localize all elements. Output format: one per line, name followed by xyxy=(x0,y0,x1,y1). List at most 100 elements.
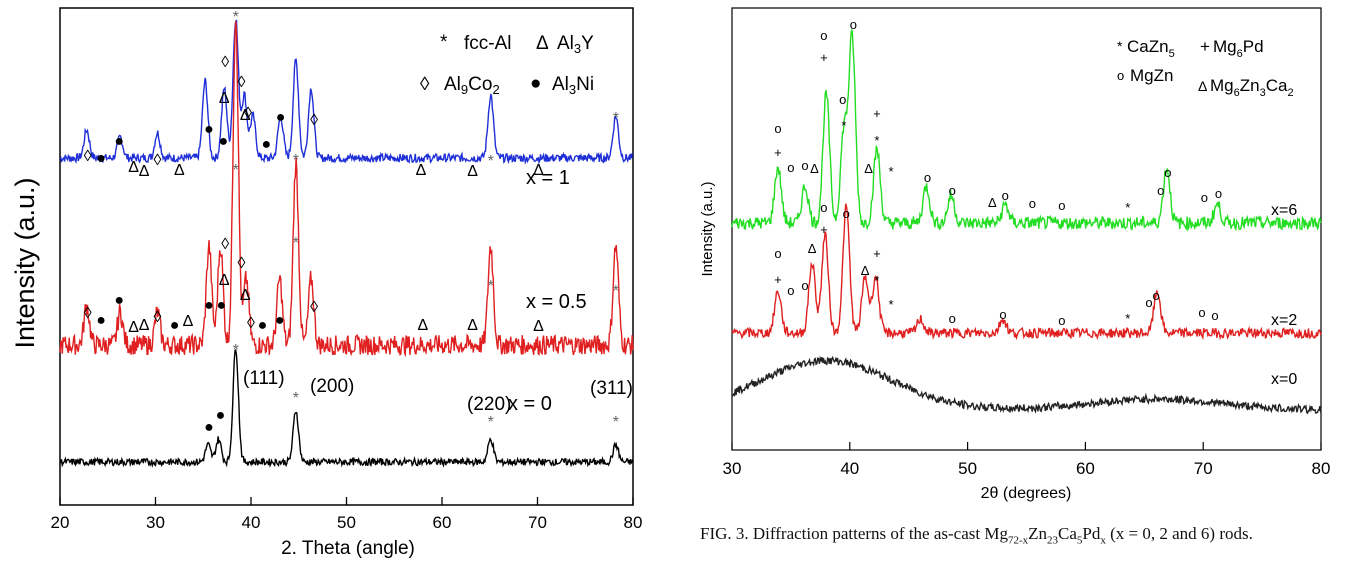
left-phase-markers: ** **◊◊ΔΔ ◊◊ ●●Δ Δ◊Δ●●◊●●Δ Δ Δ*** *◊◊ΔΔ◊◊ ●●Δ Δ ◊ ●… xyxy=(84,9,619,436)
right-phase-marker: o xyxy=(1145,295,1152,310)
right-series-line xyxy=(731,203,1322,341)
right-x-ticks: 30 40 50 60 70 80 xyxy=(723,442,1330,478)
right-x-tick-label: 60 xyxy=(1076,459,1095,478)
right-label-x0: x=0 xyxy=(1271,371,1297,388)
right-phase-marker: o xyxy=(1002,188,1009,203)
legend-marker-mgzn: o xyxy=(1117,68,1124,83)
left-phase-marker: ● xyxy=(276,109,286,126)
right-phase-marker: + xyxy=(774,145,782,160)
left-phase-marker: ◊ xyxy=(221,54,229,71)
right-phase-marker: + xyxy=(820,50,828,65)
right-phase-marker: Δ xyxy=(861,263,870,278)
right-phase-marker: Δ xyxy=(810,161,819,176)
legend-label-mg6pd: Mg6Pd xyxy=(1213,37,1264,60)
annotation-311: (311) xyxy=(590,378,633,399)
right-series-line xyxy=(731,29,1322,232)
left-phase-marker: Δ xyxy=(533,318,544,335)
right-x-tick-label: 30 xyxy=(723,459,742,478)
right-plot-frame xyxy=(731,7,1322,451)
left-label-x0: x = 0 xyxy=(508,393,552,415)
left-phase-marker: ● xyxy=(261,136,271,153)
left-plot-frame xyxy=(59,7,634,506)
left-phase-marker: * xyxy=(233,9,239,26)
right-phase-marker: Δ xyxy=(808,241,817,256)
legend-marker-al3y: Δ xyxy=(536,33,549,54)
left-phase-marker: Δ xyxy=(183,313,194,330)
left-legend: * fcc-Al Δ Al3Y ◊ Al9Co2 ● Al3Ni xyxy=(420,32,594,97)
right-phase-marker: Δ xyxy=(988,195,997,210)
right-phase-marker: o xyxy=(850,17,857,32)
right-legend: * CaZn5 + Mg6Pd o MgZn Δ Mg6Zn3Ca2 xyxy=(1117,37,1294,99)
left-phase-marker: ● xyxy=(96,312,106,329)
right-phase-marker: * xyxy=(1125,311,1130,326)
right-phase-marker: * xyxy=(1125,200,1130,215)
legend-label-mg6zn3ca2: Mg6Zn3Ca2 xyxy=(1210,76,1294,99)
left-phase-marker: * xyxy=(613,414,619,431)
right-x-tick-label: 50 xyxy=(958,459,977,478)
legend-marker-mg6pd: + xyxy=(1200,37,1210,56)
left-x-tick-label: 80 xyxy=(624,513,643,532)
left-phase-marker: Δ xyxy=(418,317,429,334)
left-phase-marker: Δ xyxy=(240,107,251,124)
left-phase-marker: ● xyxy=(96,150,106,167)
right-phase-marker: o xyxy=(787,160,794,175)
legend-marker-fcc-al: * xyxy=(440,32,448,53)
right-phase-marker: o xyxy=(774,121,781,136)
legend-marker-al9co2: ◊ xyxy=(420,74,430,95)
left-phase-marker: ◊ xyxy=(84,148,92,165)
right-phase-marker: + xyxy=(774,272,782,287)
left-phase-marker: ◊ xyxy=(153,152,161,169)
left-phase-marker: ◊ xyxy=(244,105,252,122)
left-label-x1: x = 1 xyxy=(526,167,570,189)
right-phase-marker: * xyxy=(888,297,893,312)
right-phase-marker: + xyxy=(873,246,881,261)
right-phase-marker: o xyxy=(1157,183,1164,198)
left-phase-marker: Δ xyxy=(128,319,139,336)
left-phase-marker: ● xyxy=(258,317,268,334)
left-phase-marker: * xyxy=(293,390,299,407)
annotation-111: (111) xyxy=(243,368,285,389)
right-phase-marker: * xyxy=(888,164,893,179)
right-phase-marker: * xyxy=(874,273,879,288)
left-phase-marker: * xyxy=(613,110,619,127)
left-phase-marker: ◊ xyxy=(310,299,318,316)
left-phase-marker: ◊ xyxy=(247,315,255,332)
legend-label-al3ni: Al3Ni xyxy=(552,74,594,97)
right-phase-marker: o xyxy=(801,278,808,293)
right-x-axis-label: 2θ (degrees) xyxy=(981,485,1072,502)
right-phase-marker: o xyxy=(1201,190,1208,205)
right-phase-marker: o xyxy=(820,28,827,43)
right-phase-marker: o xyxy=(1211,308,1218,323)
right-phase-marker: o xyxy=(774,246,781,261)
left-phase-marker: ● xyxy=(204,419,214,436)
left-x-tick-label: 60 xyxy=(433,513,452,532)
right-phase-marker: o xyxy=(1198,305,1205,320)
left-label-x05: x = 0.5 xyxy=(526,291,587,313)
left-phase-marker: Δ xyxy=(219,90,230,107)
left-x-tick-label: 30 xyxy=(146,513,165,532)
right-phase-marker: o xyxy=(949,183,956,198)
left-x-ticks: 20 30 40 50 60 70 80 xyxy=(51,497,643,532)
legend-label-fcc-al: fcc-Al xyxy=(464,33,512,54)
right-phase-marker: o xyxy=(801,158,808,173)
left-phase-marker: ◊ xyxy=(237,74,245,91)
left-y-axis-label: Intensity (a.u.) xyxy=(10,177,40,348)
left-phase-marker: ● xyxy=(275,312,285,329)
left-x-tick-label: 50 xyxy=(337,513,356,532)
left-phase-marker: Δ xyxy=(219,272,230,289)
right-phase-marker: o xyxy=(839,92,846,107)
legend-label-al9co2: Al9Co2 xyxy=(444,74,500,97)
right-y-axis-label: Intensity (a.u.) xyxy=(699,181,716,276)
left-series-line xyxy=(59,21,634,358)
left-phase-marker: * xyxy=(293,152,299,169)
right-series-line xyxy=(731,355,1322,415)
left-phase-marker: ◊ xyxy=(84,305,92,322)
left-series-group xyxy=(59,19,634,468)
right-phase-marker: o xyxy=(1164,165,1171,180)
left-phase-marker: * xyxy=(293,235,299,252)
left-chart: 20 30 40 50 60 70 80 2. Theta (angle) Intensit… xyxy=(10,7,643,559)
left-phase-marker: ● xyxy=(216,407,226,424)
right-phase-marker: * xyxy=(874,133,879,148)
